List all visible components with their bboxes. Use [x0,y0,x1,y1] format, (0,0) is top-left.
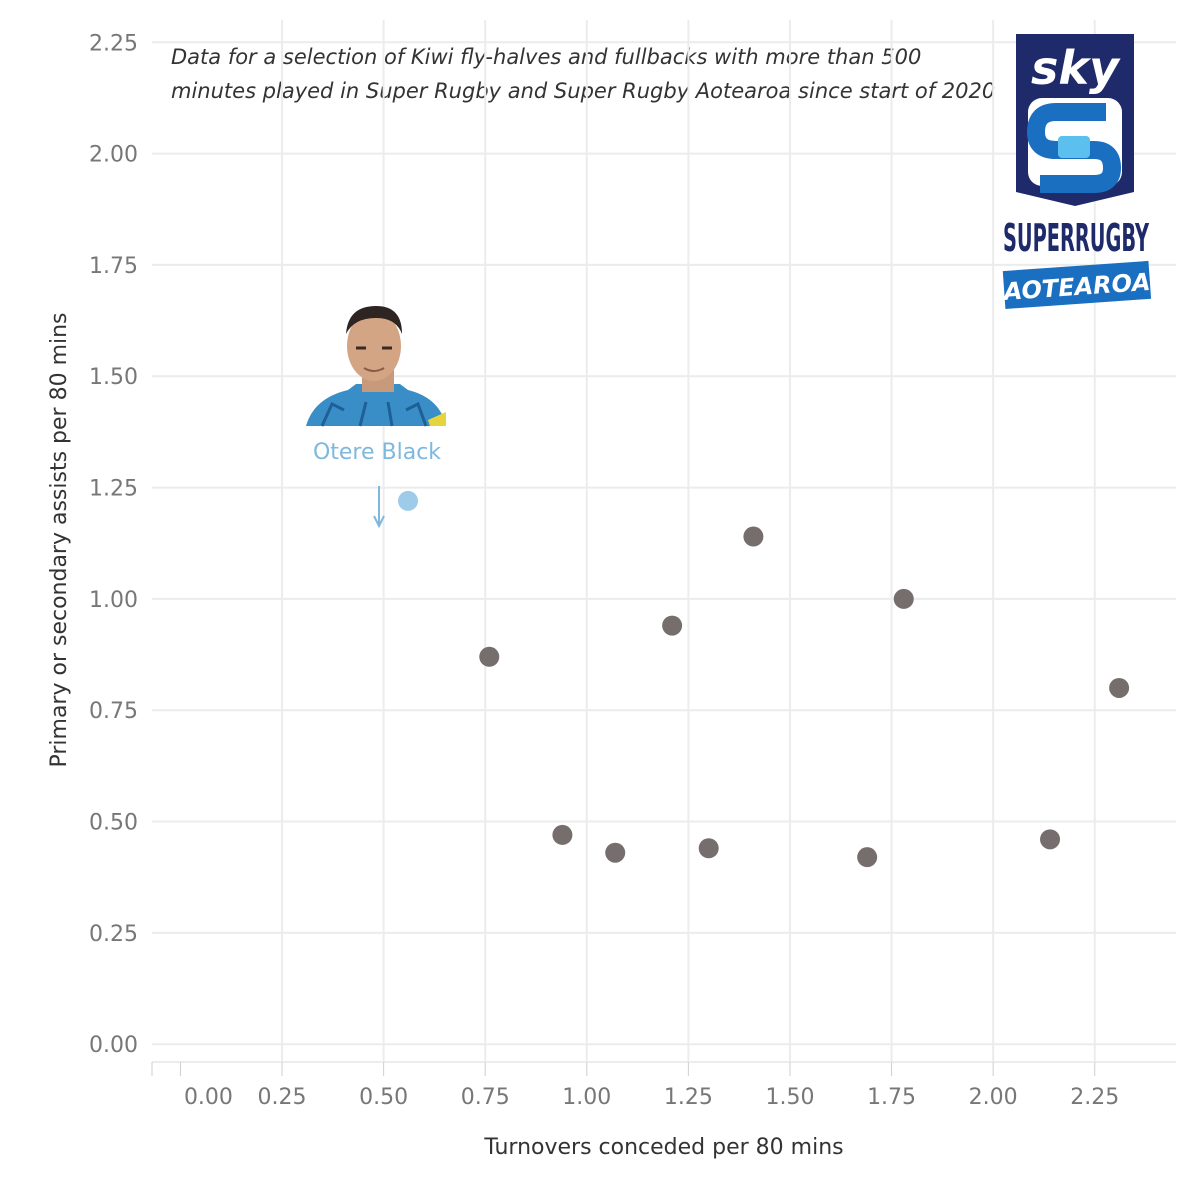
annotation-arrowhead [373,515,385,529]
x-tick-label: 0.75 [461,1085,510,1110]
player-annotation: Otere Black [306,306,446,529]
data-point [662,615,683,636]
y-tick-label: 0.25 [89,922,138,947]
y-tick-label: 0.75 [89,699,138,724]
highlighted-data-point [398,490,418,511]
y-tick-label: 1.25 [89,477,138,502]
annotation-label: Otere Black [313,440,441,465]
y-tick-label: 2.25 [89,31,138,56]
data-point [743,526,764,547]
x-tick-label: 1.75 [867,1085,916,1110]
data-point [893,588,914,609]
logo-s-highlight [1058,136,1090,158]
x-tick-label: 0.25 [258,1085,307,1110]
x-axis-title: Turnovers conceded per 80 mins [483,1135,843,1160]
data-point [552,824,573,845]
y-tick-label: 0.00 [89,1033,138,1058]
logo-sky-text: sky [1031,41,1121,95]
x-tick-label: 1.25 [664,1085,713,1110]
x-axis-ticks: 0.00 0.25 0.50 0.75 1.00 1.25 1.50 1.75 2.00 2.25 [184,1085,1119,1110]
y-tick-label: 1.75 [89,254,138,279]
x-tick-label: 2.25 [1070,1085,1119,1110]
x-tick-label: 1.00 [562,1085,611,1110]
subtitle-line-2: minutes played in Super Rugby and Super … [171,79,996,103]
logo-banner [1002,260,1152,309]
y-tick-label: 0.50 [89,811,138,836]
data-points [398,490,1130,868]
y-tick-label: 2.00 [89,143,138,168]
data-point [605,842,626,863]
x-tick-label: 1.50 [765,1085,814,1110]
y-tick-label: 1.50 [89,365,138,390]
x-tick-label: 2.00 [969,1085,1018,1110]
x-tick-label: 0.50 [359,1085,408,1110]
y-tick-label: 1.00 [89,588,138,613]
logo-superrugby-text: SUPERRUGBY [1003,216,1149,260]
grid-lines [151,20,1176,1076]
y-axis-title: Primary or secondary assists per 80 mins [47,312,72,767]
subtitle-line-1: Data for a selection of Kiwi fly-halves … [171,45,922,69]
chart-subtitle: Data for a selection of Kiwi fly-halves … [171,40,996,108]
data-point [1109,677,1130,698]
data-point [857,847,878,868]
x-tick-label: 0.00 [184,1085,233,1110]
player-headshot-image [306,306,446,427]
data-point [698,838,719,859]
super-rugby-aotearoa-logo: sky SUPERRUGBY AOTEAROA [1001,34,1152,309]
data-point [479,646,500,667]
y-axis-ticks: 0.00 0.25 0.50 0.75 1.00 1.25 1.50 1.75 2.00 2.25 [89,31,138,1058]
data-point [1040,829,1061,850]
